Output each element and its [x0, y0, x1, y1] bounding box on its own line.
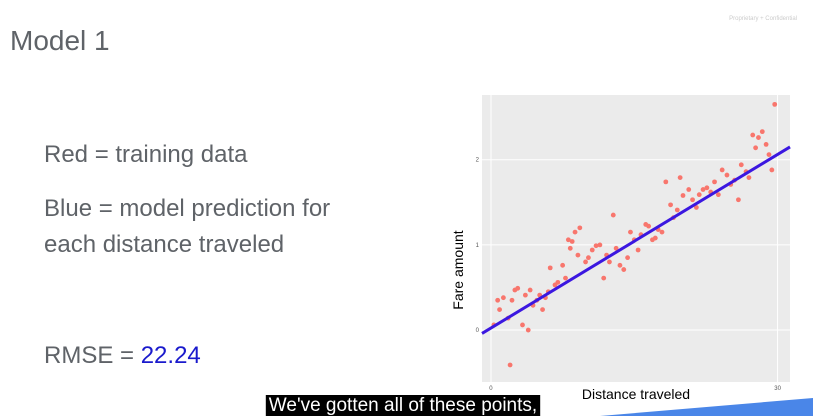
data-point [563, 275, 568, 281]
data-point [525, 327, 531, 333]
rmse-value: 22.24 [141, 342, 201, 369]
data-point [712, 179, 717, 185]
data-point [515, 285, 521, 291]
fit-line [481, 145, 791, 335]
data-point [738, 162, 744, 168]
data-point [495, 297, 501, 303]
data-point [736, 197, 741, 203]
data-point [565, 237, 571, 243]
data-point [696, 192, 702, 198]
y-tick-label: 2 [476, 158, 480, 164]
data-point [601, 275, 607, 281]
data-point [586, 255, 591, 261]
data-point [766, 152, 772, 158]
data-point [527, 287, 533, 293]
plot: 0 30 0 1 2 [476, 95, 791, 392]
data-point [575, 252, 581, 258]
data-point [555, 279, 561, 285]
data-point [674, 207, 680, 213]
confidential-note: Proprietary + Confidential [729, 16, 797, 22]
data-point [704, 185, 710, 191]
caption: We've gotten all of these points, [269, 395, 537, 416]
rmse: RMSE = 22.24 [44, 342, 201, 369]
data-point [613, 245, 619, 251]
data-point [569, 239, 575, 244]
data-point [500, 295, 506, 301]
data-point [572, 229, 578, 235]
bullet: Red = training data [44, 141, 248, 168]
data-point [753, 145, 759, 151]
data-point [690, 197, 695, 203]
data-point [680, 193, 686, 198]
data-point [693, 205, 699, 210]
data-point [715, 192, 721, 198]
data-point [610, 212, 616, 218]
data-point [628, 229, 633, 235]
data-point [625, 255, 630, 261]
data-point [746, 175, 752, 181]
data-point [686, 187, 692, 192]
rmse-label: RMSE = [44, 342, 134, 369]
data-point [756, 135, 761, 140]
caption-background [265, 395, 541, 416]
data-point [659, 229, 665, 235]
data-point [677, 175, 683, 181]
data-point [772, 101, 778, 107]
data-point [719, 167, 725, 173]
data-point [507, 362, 513, 368]
data-point [577, 225, 583, 231]
data-point [617, 262, 623, 268]
data-point [547, 265, 553, 271]
data-point [540, 307, 545, 313]
slide-title: Model 1 [10, 25, 110, 56]
data-point [652, 235, 658, 241]
y-axis-label: Fare amount [450, 230, 466, 309]
data-point [597, 242, 603, 248]
data-point [769, 167, 775, 173]
data-point [509, 297, 515, 303]
data-point [621, 267, 627, 272]
data-point [668, 202, 673, 208]
data-point [567, 245, 573, 251]
data-point [520, 322, 525, 328]
data-point [522, 292, 528, 298]
data-point [497, 307, 502, 313]
y-tick-label: 0 [476, 328, 480, 334]
data-point [700, 187, 706, 192]
bullet: each distance traveled [44, 231, 284, 258]
data-point [750, 132, 756, 138]
x-axis-label: Distance traveled [582, 386, 690, 402]
data-point [589, 247, 595, 253]
data-point [646, 223, 652, 229]
x-tick-label: 0 [489, 386, 493, 392]
data-point [663, 179, 669, 185]
bullet: Blue = model prediction for [44, 195, 330, 222]
decoration [600, 398, 813, 416]
data-point [593, 243, 599, 249]
data-point [560, 262, 566, 268]
y-tick-label: 1 [476, 243, 480, 249]
x-tick-label: 30 [774, 386, 781, 392]
data-point [635, 247, 641, 253]
data-point [759, 129, 765, 135]
data-point [724, 172, 730, 178]
data-point [583, 259, 588, 265]
data-point [763, 141, 769, 147]
data-point [607, 259, 612, 265]
